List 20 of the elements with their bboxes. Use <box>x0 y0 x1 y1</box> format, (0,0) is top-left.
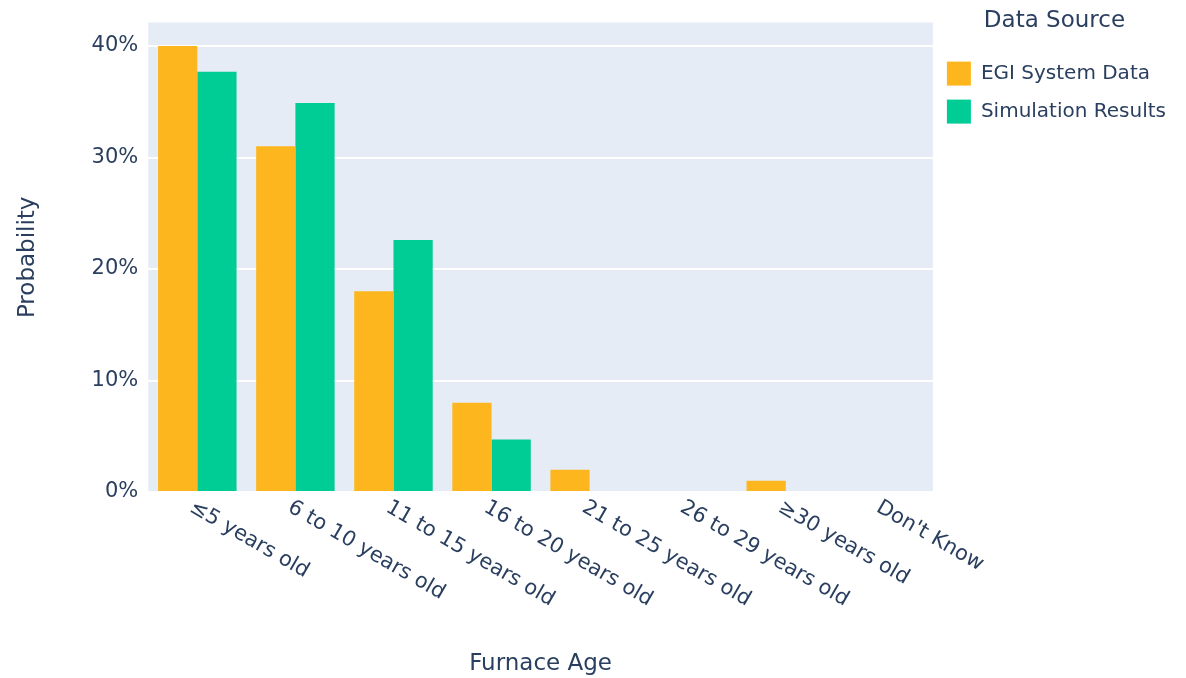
y-tick-label: 10% <box>91 366 139 391</box>
legend-label: EGI System Data <box>980 59 1150 84</box>
bar <box>197 71 237 491</box>
y-tick-label: 20% <box>91 255 139 280</box>
bar <box>256 146 296 491</box>
bar <box>491 439 531 491</box>
y-tick-label: 30% <box>91 143 139 168</box>
x-axis-title: Furnace Age <box>469 649 613 675</box>
y-axis-title: Probability <box>12 196 39 319</box>
legend-title: Data Source <box>983 6 1126 33</box>
legend-label: Simulation Results <box>980 97 1166 122</box>
bar <box>295 102 335 491</box>
bar <box>393 240 433 491</box>
bar <box>354 291 394 491</box>
bar <box>746 480 786 491</box>
bar <box>158 46 198 491</box>
y-tick-label: 40% <box>91 32 139 57</box>
bar <box>550 469 590 491</box>
bar <box>452 402 492 491</box>
y-tick-label: 0% <box>104 478 139 503</box>
